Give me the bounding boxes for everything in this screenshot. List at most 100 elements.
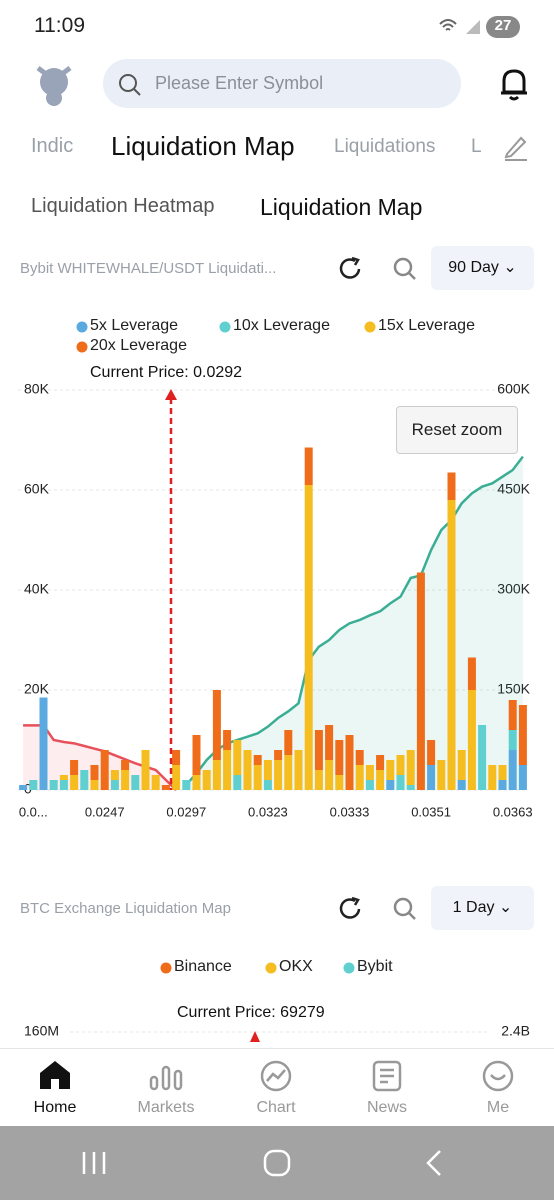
bar-segment	[212, 760, 221, 790]
search-box[interactable]: Please Enter Symbol	[103, 59, 461, 108]
subtab-active[interactable]: Liquidation Map	[260, 194, 423, 220]
x-tick-label: 0.0247	[85, 804, 125, 819]
bar-segment	[304, 447, 313, 485]
bar-segment	[100, 750, 109, 790]
bar-segment	[294, 750, 303, 790]
refresh-icon[interactable]	[337, 895, 365, 923]
bar-segment	[304, 485, 313, 790]
bar-segment	[274, 750, 283, 760]
y-tick-label: 160M	[24, 1023, 59, 1039]
bell-icon[interactable]	[498, 66, 530, 102]
bar-segment	[457, 780, 466, 790]
chart-title: BTC Exchange Liquidation Map	[20, 900, 231, 917]
legend-label: 15x Leverage	[378, 317, 475, 334]
subtab[interactable]: Liquidation Heatmap	[31, 195, 215, 217]
bar-segment	[253, 755, 262, 765]
line	[23, 724, 177, 791]
bar-segment	[416, 572, 425, 790]
search-icon	[119, 74, 141, 96]
nav-label[interactable]: Markets	[137, 1099, 195, 1116]
bar-segment	[284, 755, 293, 790]
bottom-nav: Home Markets Chart News Me	[0, 1048, 554, 1126]
bar-segment	[161, 785, 170, 790]
legend-label: Binance	[174, 958, 232, 975]
status-time: 11:09	[34, 14, 85, 37]
bar-segment	[376, 755, 385, 770]
markets-icon[interactable]	[148, 1061, 184, 1091]
line	[185, 455, 524, 786]
tab[interactable]: Indic	[31, 135, 74, 157]
bar-segment	[386, 760, 395, 780]
bar-segment	[396, 775, 405, 790]
bar-segment	[182, 780, 191, 790]
nav-label[interactable]: Home	[33, 1099, 77, 1116]
y-tick-label: 0	[24, 781, 32, 797]
legend-swatch	[364, 321, 376, 333]
bar-segment	[335, 775, 344, 790]
bar-segment	[376, 770, 385, 790]
legend-swatch	[343, 962, 355, 974]
current-price-arrow	[165, 389, 177, 400]
zoom-icon[interactable]	[392, 896, 420, 924]
legend-swatch	[160, 962, 172, 974]
bar-segment	[192, 775, 201, 790]
nav-label[interactable]: Me	[486, 1099, 510, 1116]
bar-segment	[518, 765, 527, 790]
bar-segment	[345, 735, 354, 790]
chart: 5x Leverage 10x Leverage 15x Leverage 20x L…	[18, 317, 533, 1042]
chart-icon[interactable]	[259, 1059, 293, 1093]
bar-segment	[59, 775, 68, 780]
bar-segment	[498, 780, 507, 790]
y2-tick-label: 450K	[497, 481, 530, 497]
bar-segment	[172, 750, 181, 765]
bar-segment	[172, 765, 181, 790]
bar-segment	[90, 780, 99, 790]
bar-segment	[192, 735, 201, 775]
edit-icon[interactable]	[503, 134, 529, 162]
bar-segment	[131, 775, 140, 790]
bar-segment	[263, 780, 272, 790]
bar-segment	[223, 730, 232, 750]
bar-segment	[386, 780, 395, 790]
range-select[interactable]: 90 Day ⌄	[431, 246, 534, 290]
bar-segment	[447, 472, 456, 500]
bar-segment	[121, 760, 130, 770]
bar-segment	[49, 780, 58, 790]
legend-swatch	[76, 321, 88, 333]
bar-segment	[223, 750, 232, 790]
nav-label[interactable]: News	[366, 1099, 407, 1116]
bar-segment	[263, 760, 272, 780]
zoom-icon[interactable]	[392, 256, 420, 284]
bar-segment	[508, 750, 517, 790]
news-icon[interactable]	[370, 1059, 404, 1093]
bar-segment	[314, 770, 323, 790]
avatar[interactable]	[32, 58, 76, 106]
range-label: 90 Day	[448, 259, 499, 276]
legend-swatch	[76, 341, 88, 353]
tab[interactable]: Liquidations	[334, 136, 436, 157]
x-tick-label: 0.0...	[19, 804, 48, 819]
bar-segment	[39, 697, 48, 790]
reset-zoom-button[interactable]: Reset zoom	[396, 406, 518, 454]
tab[interactable]: L	[471, 136, 482, 157]
bar-segment	[110, 780, 119, 790]
bar-segment	[478, 725, 487, 790]
system-buttons	[82, 1149, 441, 1177]
bar-segment	[29, 780, 38, 790]
battery-level: 27	[494, 17, 512, 34]
bar-segment	[314, 730, 323, 770]
tab-active[interactable]: Liquidation Map	[111, 131, 295, 161]
nav-label[interactable]: Chart	[256, 1099, 296, 1116]
bar-segment	[212, 690, 221, 760]
me-icon[interactable]	[481, 1059, 515, 1093]
refresh-icon[interactable]	[337, 255, 365, 283]
range-select[interactable]: 1 Day ⌄	[431, 886, 534, 930]
y-tick-label: 40K	[24, 581, 50, 597]
bar-segment	[427, 765, 436, 790]
search-placeholder: Please Enter Symbol	[155, 73, 324, 93]
home-icon[interactable]	[38, 1059, 72, 1091]
bar-segment	[467, 657, 476, 690]
bar-segment	[508, 730, 517, 750]
legend-label: 5x Leverage	[90, 317, 178, 334]
